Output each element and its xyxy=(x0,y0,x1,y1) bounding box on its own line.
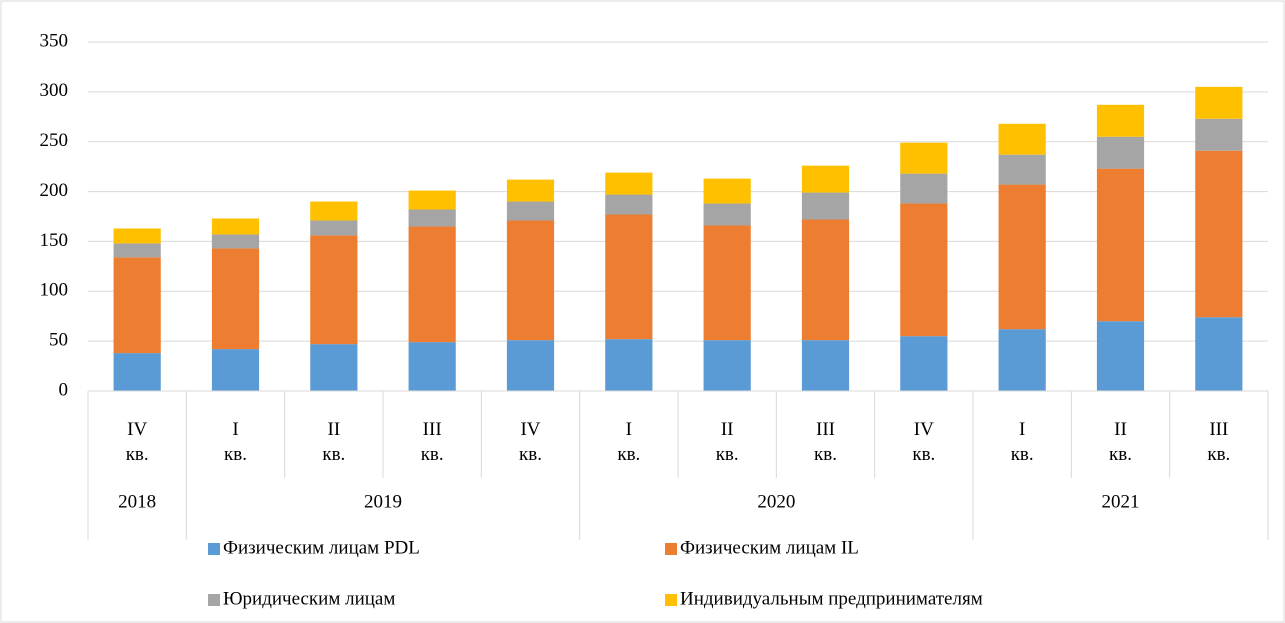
legend-swatch xyxy=(208,543,220,555)
x-tick-label: II кв. xyxy=(1109,419,1132,465)
legend-label: Физическим лицам IL xyxy=(680,537,859,558)
bar-segment xyxy=(113,228,161,244)
legend-label: Физическим лицам PDL xyxy=(223,537,420,558)
group-label: 2018 xyxy=(118,491,156,512)
bar-segment xyxy=(408,190,456,210)
x-tick-label: III кв. xyxy=(421,419,444,465)
bar-segment xyxy=(900,203,948,337)
bar-segment xyxy=(506,340,555,391)
bar-segment xyxy=(211,248,260,350)
bar-segment xyxy=(703,340,751,391)
bar-segment xyxy=(1096,104,1145,137)
bar-segment xyxy=(310,235,358,345)
bar-segment xyxy=(1096,321,1145,391)
bar-segment xyxy=(900,336,948,391)
bar-segment xyxy=(506,201,555,221)
x-tick-label: IV кв. xyxy=(912,419,935,465)
group-label: 2019 xyxy=(364,491,402,512)
group-label: 2020 xyxy=(757,491,795,512)
bar-segment xyxy=(310,344,358,391)
bar-segment xyxy=(605,194,653,215)
bar-segment xyxy=(1195,86,1243,119)
legend-swatch xyxy=(208,594,220,606)
bar-segment xyxy=(408,209,456,227)
y-tick-label: 300 xyxy=(40,80,69,101)
bar-segment xyxy=(310,220,358,236)
y-tick-label: 50 xyxy=(49,330,68,351)
bar-segment xyxy=(211,349,260,391)
bar-segment xyxy=(801,165,850,193)
bar-segment xyxy=(1195,150,1243,318)
legend-label: Юридическим лицам xyxy=(223,588,395,609)
x-tick-label: III кв. xyxy=(1207,419,1230,465)
bar-segment xyxy=(1195,118,1243,151)
bar-segment xyxy=(506,220,555,341)
bar-segment xyxy=(998,329,1046,391)
bar-segment xyxy=(801,192,850,220)
bar-segment xyxy=(998,154,1046,185)
bar-segment xyxy=(113,353,161,391)
bar-segment xyxy=(703,203,751,226)
legend-label: Индивидуальным предпринимателям xyxy=(680,588,983,609)
bar-segment xyxy=(408,226,456,343)
y-tick-label: 0 xyxy=(59,379,69,400)
x-tick-label: IV кв. xyxy=(126,419,149,465)
y-tick-label: 150 xyxy=(40,230,69,251)
x-tick-label: II кв. xyxy=(716,419,739,465)
bar-segment xyxy=(113,257,161,354)
bar-segment xyxy=(801,219,850,341)
bar-segment xyxy=(801,340,850,391)
bar-segment xyxy=(605,172,653,195)
bar-segment xyxy=(1096,168,1145,322)
bar-segment xyxy=(703,178,751,204)
bar-segment xyxy=(408,342,456,391)
y-tick-label: 200 xyxy=(40,180,69,201)
y-tick-label: 350 xyxy=(40,30,69,51)
y-tick-label: 250 xyxy=(40,130,69,151)
bar-segment xyxy=(605,214,653,340)
bar-segment xyxy=(1096,136,1145,169)
bar-segment xyxy=(506,179,555,202)
bar-segment xyxy=(998,184,1046,330)
bar-segment xyxy=(998,123,1046,155)
bar-segment xyxy=(211,218,260,235)
bar-segment xyxy=(605,339,653,391)
bar-segment xyxy=(900,142,948,174)
y-tick-label: 100 xyxy=(40,280,69,301)
x-tick-label: IV кв. xyxy=(519,419,542,465)
x-tick-label: III кв. xyxy=(814,419,837,465)
bar-segment xyxy=(900,173,948,204)
bar-segment xyxy=(703,225,751,341)
bar-segment xyxy=(310,201,358,221)
legend-swatch xyxy=(665,543,677,555)
bar-segment xyxy=(1195,317,1243,391)
group-label: 2021 xyxy=(1102,491,1140,512)
bar-segment xyxy=(113,243,161,258)
legend-swatch xyxy=(665,594,677,606)
x-tick-label: II кв. xyxy=(322,419,345,465)
bar-segment xyxy=(211,234,260,249)
